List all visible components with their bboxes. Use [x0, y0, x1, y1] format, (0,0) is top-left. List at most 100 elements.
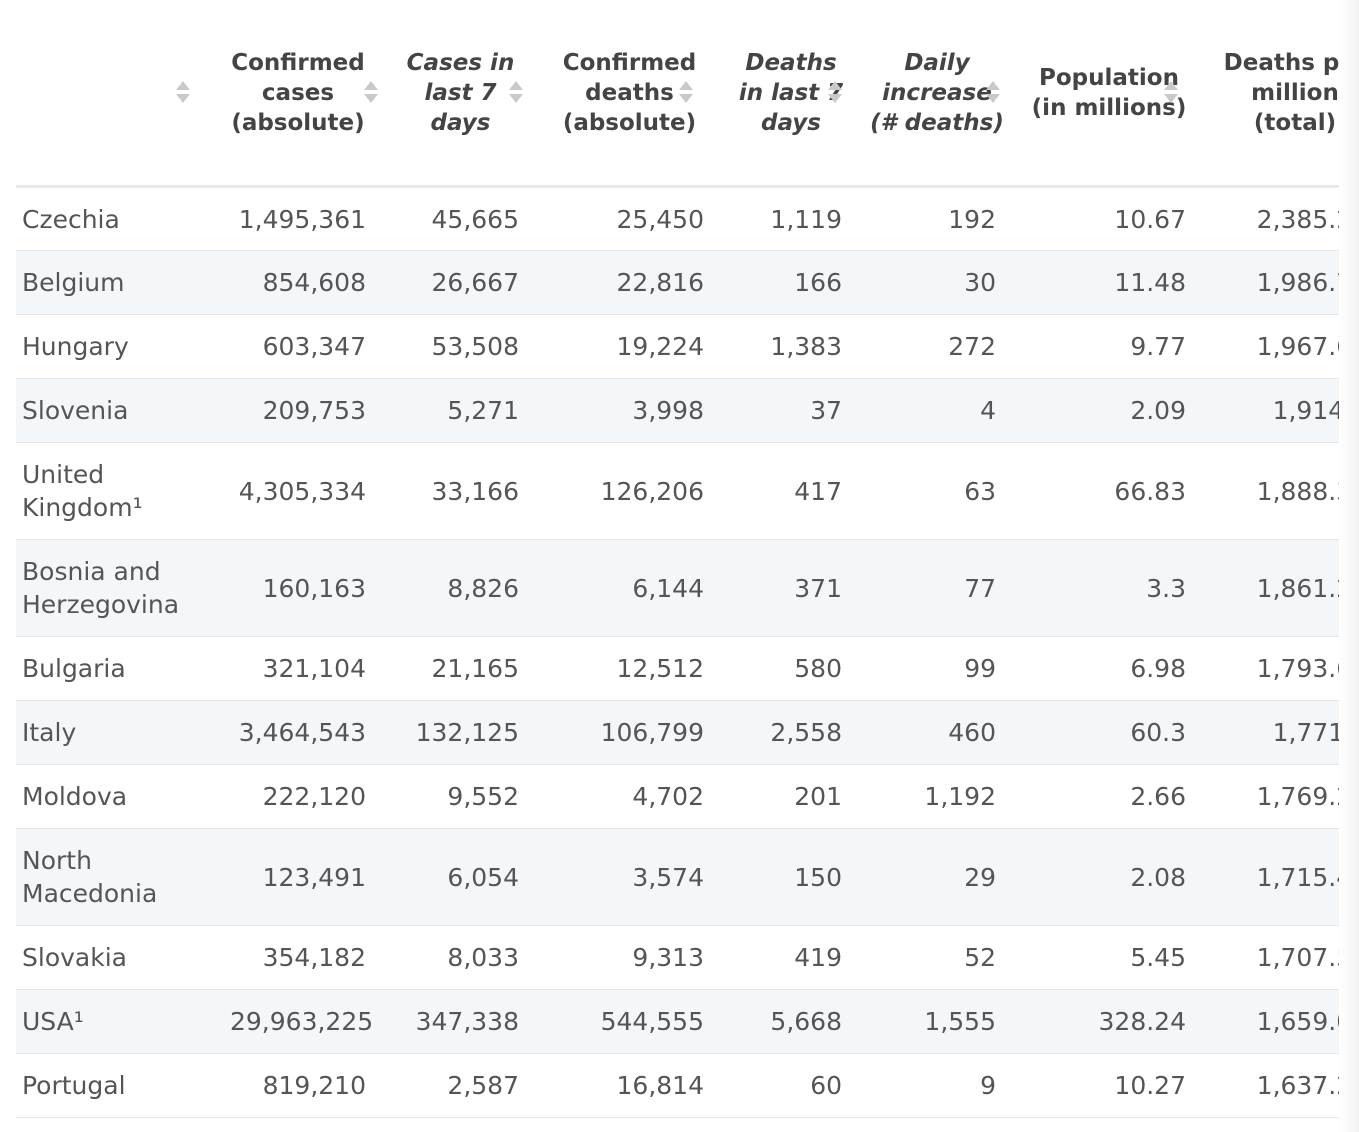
cell-deaths-last-7-days: 371: [722, 539, 860, 637]
cell-deaths-last-7-days: 2,558: [722, 700, 860, 765]
cell-daily-increase-deaths: 52: [860, 925, 1014, 990]
sort-arrows-icon[interactable]: [509, 80, 523, 105]
cell-cases-last-7-days: 2,587: [384, 1053, 537, 1118]
header-label: Cases in last 7 days: [406, 49, 515, 136]
table-row: Bosnia and Herzegovina 160,163 8,826 6,144 3…: [16, 539, 1339, 637]
cell-country: Belgium: [16, 250, 212, 315]
sort-arrows-icon[interactable]: [176, 80, 190, 105]
sort-arrows-icon[interactable]: [679, 80, 693, 105]
sort-arrows-icon[interactable]: [986, 80, 1000, 105]
cell-confirmed-deaths: 9,313: [537, 925, 722, 990]
header-country[interactable]: [16, 0, 212, 188]
cell-deaths-last-7-days: 201: [722, 764, 860, 829]
cell-deaths-per-million: 1,793.64: [1204, 636, 1339, 701]
cell-confirmed-cases: 603,347: [212, 314, 384, 379]
cell-deaths-last-7-days: 1,383: [722, 314, 860, 379]
table-row: Moldova 222,120 9,552 4,702 201 1,192 2.66 1,76…: [16, 764, 1339, 829]
cell-deaths-last-7-days: 166: [722, 250, 860, 315]
cell-cases-last-7-days: 45,665: [384, 186, 537, 251]
cell-deaths-per-million: 1,707.53: [1204, 925, 1339, 990]
cell-population: 2.66: [1014, 764, 1204, 829]
header-deaths-per-million[interactable]: Deaths per million (total): [1204, 0, 1339, 188]
cell-daily-increase-deaths: 272: [860, 314, 1014, 379]
header-label: Population (in millions): [1031, 64, 1187, 121]
covid-stats-table: Confirmed cases (absolute) Cases in last …: [16, 0, 1339, 1118]
cell-cases-last-7-days: 33,166: [384, 442, 537, 540]
table-row: North Macedonia 123,491 6,054 3,574 150 29 2.0…: [16, 828, 1339, 926]
cell-country: United Kingdom¹: [16, 442, 212, 540]
header-cases-last-7-days[interactable]: Cases in last 7 days: [384, 0, 537, 188]
cell-confirmed-deaths: 4,702: [537, 764, 722, 829]
cell-cases-last-7-days: 26,667: [384, 250, 537, 315]
header-deaths-last-7-days[interactable]: Deaths in last 7 days: [722, 0, 860, 188]
cell-population: 10.27: [1014, 1053, 1204, 1118]
cell-deaths-per-million: 1,715.42: [1204, 828, 1339, 926]
cell-deaths-per-million: 2,385.26: [1204, 186, 1339, 251]
cell-confirmed-deaths: 3,998: [537, 378, 722, 443]
cell-confirmed-cases: 29,963,225: [212, 989, 384, 1054]
scroll-fade: [1339, 0, 1359, 1132]
table-row: Bulgaria 321,104 21,165 12,512 580 99 6.98 1,79…: [16, 636, 1339, 701]
cell-cases-last-7-days: 132,125: [384, 700, 537, 765]
cell-country: Slovakia: [16, 925, 212, 990]
cell-confirmed-deaths: 19,224: [537, 314, 722, 379]
cell-confirmed-deaths: 6,144: [537, 539, 722, 637]
cell-daily-increase-deaths: 1,555: [860, 989, 1014, 1054]
header-confirmed-cases[interactable]: Confirmed cases (absolute): [212, 0, 384, 188]
cell-confirmed-cases: 3,464,543: [212, 700, 384, 765]
cell-confirmed-deaths: 16,814: [537, 1053, 722, 1118]
header-label: Confirmed cases (absolute): [231, 49, 365, 136]
cell-cases-last-7-days: 6,054: [384, 828, 537, 926]
table-row: Czechia 1,495,361 45,665 25,450 1,119 192 10.6…: [16, 186, 1339, 251]
cell-country: Bosnia and Herzegovina: [16, 539, 212, 637]
cell-confirmed-cases: 854,608: [212, 250, 384, 315]
header-row: Confirmed cases (absolute) Cases in last …: [16, 0, 1339, 188]
sort-arrows-icon[interactable]: [364, 80, 378, 105]
cell-deaths-per-million: 1,771.2: [1204, 700, 1339, 765]
cell-deaths-per-million: 1,914.8: [1204, 378, 1339, 443]
cell-country: Moldova: [16, 764, 212, 829]
cell-population: 10.67: [1014, 186, 1204, 251]
table-row: USA¹ 29,963,225 347,338 544,555 5,668 1,555 32…: [16, 989, 1339, 1054]
cell-country: Portugal: [16, 1053, 212, 1118]
cell-population: 9.77: [1014, 314, 1204, 379]
sort-arrows-icon[interactable]: [828, 80, 842, 105]
cell-deaths-last-7-days: 37: [722, 378, 860, 443]
sort-arrows-icon[interactable]: [1164, 80, 1178, 105]
cell-deaths-per-million: 1,861.25: [1204, 539, 1339, 637]
cell-country: USA¹: [16, 989, 212, 1054]
cell-deaths-last-7-days: 419: [722, 925, 860, 990]
table-row: United Kingdom¹ 4,305,334 33,166 126,206 417…: [16, 442, 1339, 540]
cell-cases-last-7-days: 5,271: [384, 378, 537, 443]
cell-daily-increase-deaths: 9: [860, 1053, 1014, 1118]
header-confirmed-deaths[interactable]: Confirmed deaths (absolute): [537, 0, 722, 188]
cell-country: North Macedonia: [16, 828, 212, 926]
header-label: Daily increase (# deaths): [870, 49, 1004, 136]
cell-deaths-per-million: 1,637.29: [1204, 1053, 1339, 1118]
header-daily-increase-deaths[interactable]: Daily increase (# deaths): [860, 0, 1014, 188]
table-body: Czechia 1,495,361 45,665 25,450 1,119 192 10.6…: [16, 186, 1339, 1118]
cell-population: 2.08: [1014, 828, 1204, 926]
cell-confirmed-deaths: 25,450: [537, 186, 722, 251]
cell-daily-increase-deaths: 77: [860, 539, 1014, 637]
cell-population: 2.09: [1014, 378, 1204, 443]
cell-deaths-per-million: 1,659.02: [1204, 989, 1339, 1054]
cell-confirmed-cases: 321,104: [212, 636, 384, 701]
cell-cases-last-7-days: 347,338: [384, 989, 537, 1054]
cell-confirmed-cases: 1,495,361: [212, 186, 384, 251]
cell-confirmed-deaths: 126,206: [537, 442, 722, 540]
cell-deaths-per-million: 1,888.34: [1204, 442, 1339, 540]
cell-country: Italy: [16, 700, 212, 765]
cell-deaths-last-7-days: 60: [722, 1053, 860, 1118]
cell-country: Hungary: [16, 314, 212, 379]
cell-country: Slovenia: [16, 378, 212, 443]
cell-daily-increase-deaths: 192: [860, 186, 1014, 251]
cell-confirmed-deaths: 12,512: [537, 636, 722, 701]
cell-confirmed-cases: 160,163: [212, 539, 384, 637]
cell-confirmed-cases: 123,491: [212, 828, 384, 926]
header-population[interactable]: Population (in millions): [1014, 0, 1204, 188]
cell-cases-last-7-days: 53,508: [384, 314, 537, 379]
cell-confirmed-cases: 354,182: [212, 925, 384, 990]
cell-confirmed-deaths: 3,574: [537, 828, 722, 926]
cell-country: Bulgaria: [16, 636, 212, 701]
